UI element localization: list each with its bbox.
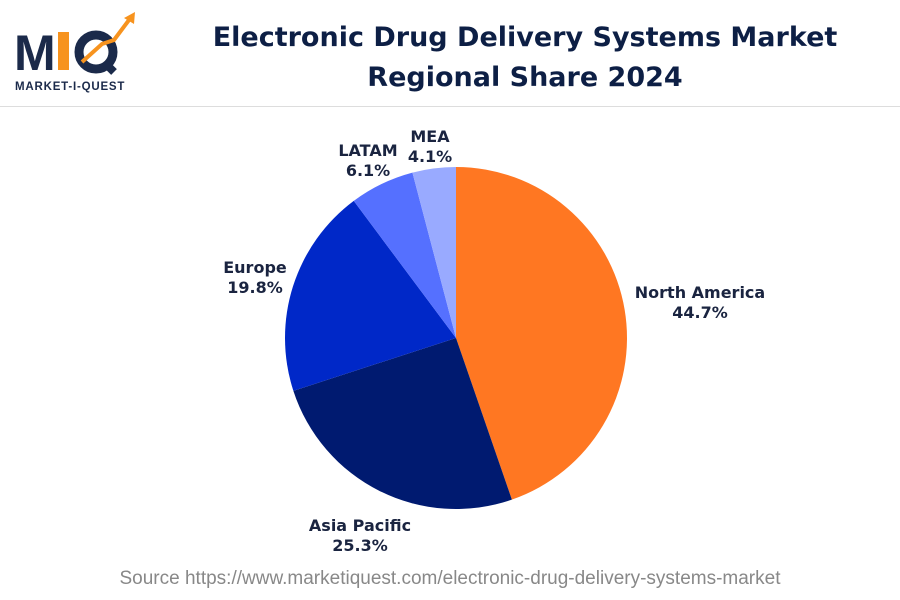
pie-slice-asia-pacific: [293, 338, 512, 509]
pie-slice-latam: [353, 172, 456, 338]
slice-label: North America: [635, 283, 765, 302]
slice-value-label: 6.1%: [346, 161, 390, 180]
chart-title: Electronic Drug Delivery Systems Market …: [212, 22, 838, 93]
pie-slice-north-america: [456, 167, 627, 500]
pie-slice-europe: [284, 200, 456, 391]
slice-value-label: 19.8%: [227, 278, 283, 297]
slice-value-label: 44.7%: [672, 303, 728, 322]
slice-value-label: 4.1%: [408, 147, 452, 166]
divider: [0, 106, 900, 107]
logo: M MARKET-I-QUEST: [14, 10, 144, 95]
svg-text:M: M: [14, 25, 56, 81]
svg-text:MARKET-I-QUEST: MARKET-I-QUEST: [15, 81, 125, 93]
slice-label: Europe: [223, 258, 287, 277]
slice-label: MEA: [410, 127, 450, 146]
pie-slice-mea: [412, 167, 456, 338]
slice-value-label: 25.3%: [332, 536, 388, 555]
slice-label: Asia Pacific: [309, 516, 411, 535]
source-text: Source https://www.marketiquest.com/elec…: [119, 568, 781, 589]
slice-label: LATAM: [338, 141, 397, 160]
